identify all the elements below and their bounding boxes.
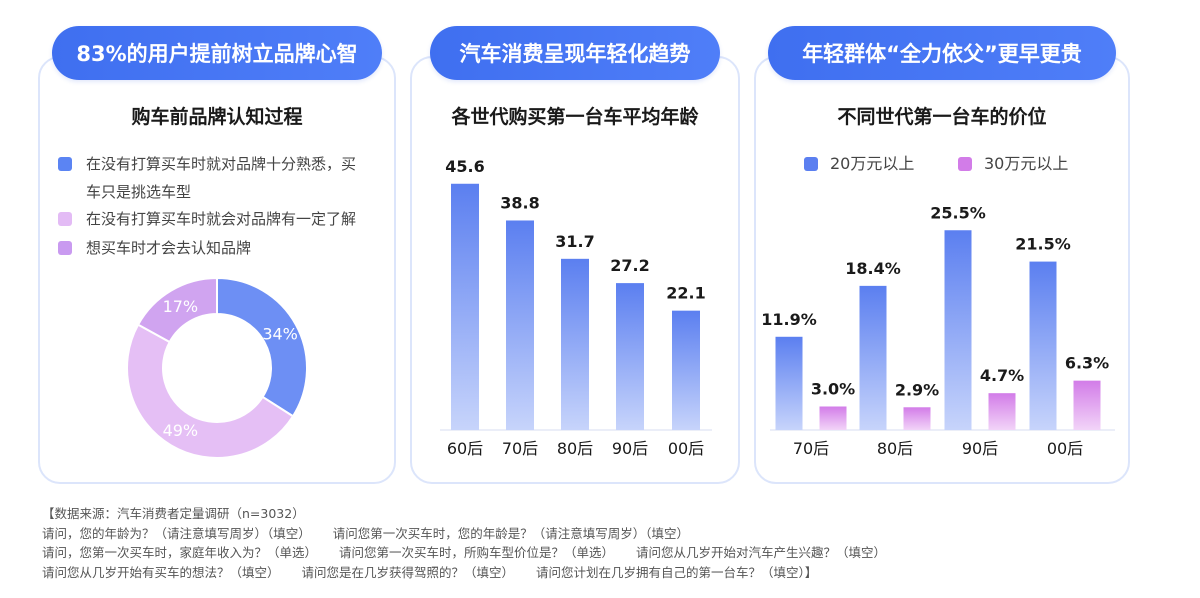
footnote-question-license: 请问您是在几岁获得驾照的？（填空） <box>301 564 515 580</box>
price-value-label-70后-series-2: 3.0% <box>811 380 855 399</box>
donut-slice-1 <box>216 276 308 418</box>
price-value-label-00后-series-1: 21.5% <box>1015 235 1071 254</box>
footnote-line-1: 【数据来源：汽车消费者定量调研（n=3032） <box>42 506 305 521</box>
price-tick-label-00后: 00后 <box>1047 439 1083 458</box>
age-bar-00后 <box>672 310 700 430</box>
legend-label-over-300k: 30万元以上 <box>984 154 1069 173</box>
age-bar-90后 <box>616 283 644 430</box>
price-bar-70后-series-2 <box>819 406 847 430</box>
legend-label-familiar: 在没有打算买车时就对品牌十分熟悉，买 <box>86 155 357 173</box>
panel2-headline: 汽车消费呈现年轻化趋势 <box>430 26 720 80</box>
legend-swatch-learn-when-buying <box>58 241 72 255</box>
age-tick-label-00后: 00后 <box>668 439 704 458</box>
age-value-label-00后: 22.1 <box>666 284 705 303</box>
panel1-headline: 83%的用户提前树立品牌心智 <box>52 26 382 80</box>
age-bar-60后 <box>451 183 479 430</box>
data-source-footnote: 【数据来源：汽车消费者定量调研（n=3032） 请问，您的年龄为？（请注意填写周… <box>42 504 904 582</box>
footnote-question-plan: 请问您计划在几岁拥有自己的第一台车？（填空）】 <box>536 564 818 580</box>
legend-label-over-200k: 20万元以上 <box>830 154 915 173</box>
panel3-title: 不同世代第一台车的价位 <box>837 106 1047 128</box>
footnote-question-interest: 请问您从几岁开始对汽车产生兴趣？（填空） <box>636 545 887 560</box>
footnote-question-first-car-age: 请问您第一次买车时，您的年龄是？（请注意填写周岁）（填空） <box>332 525 690 541</box>
legend-swatch-some-knowledge <box>58 212 72 226</box>
footnote-question-age: 请问，您的年龄为？（请注意填写周岁）（填空） <box>42 525 311 541</box>
price-value-label-80后-series-1: 18.4% <box>845 259 901 278</box>
age-tick-label-80后: 80后 <box>557 439 593 458</box>
donut-slice-2 <box>126 323 295 459</box>
age-tick-label-90后: 90后 <box>612 439 648 458</box>
price-value-label-80后-series-2: 2.9% <box>895 380 939 399</box>
donut-slice-3 <box>136 276 218 344</box>
price-tick-label-70后: 70后 <box>793 439 829 458</box>
age-bar-70后 <box>506 220 534 430</box>
legend-label-learn-when-buying: 想买车时才会去认知品牌 <box>86 239 252 257</box>
age-tick-label-70后: 70后 <box>502 439 538 458</box>
age-tick-label-60后: 60后 <box>447 439 483 458</box>
price-value-label-90后-series-2: 4.7% <box>980 366 1024 385</box>
donut-label-1: 34% <box>262 324 298 343</box>
age-value-label-90后: 27.2 <box>610 256 649 275</box>
price-tick-label-80后: 80后 <box>877 439 913 458</box>
donut-label-2: 49% <box>163 421 199 440</box>
legend-swatch-familiar <box>58 157 72 171</box>
panel2-title: 各世代购买第一台车平均年龄 <box>451 106 699 128</box>
age-value-label-70后: 38.8 <box>500 193 539 212</box>
panel-brand-awareness <box>38 56 396 484</box>
price-bar-80后-series-2 <box>903 407 931 430</box>
footnote-question-income: 请问，您第一次买车时，家庭年收入为？（单选） <box>42 545 318 560</box>
legend-label-familiar-cont: 车只是挑选车型 <box>86 183 192 201</box>
price-bar-00后-series-1 <box>1029 261 1057 430</box>
price-bar-80后-series-1 <box>859 285 887 430</box>
price-value-label-70后-series-1: 11.9% <box>761 310 817 329</box>
footnote-question-idea: 请问您从几岁开始有买车的想法？（填空） <box>42 564 280 580</box>
legend-swatch-over-200k <box>804 157 818 171</box>
price-bar-00后-series-2 <box>1073 380 1101 430</box>
age-value-label-80后: 31.7 <box>555 232 594 251</box>
age-value-label-60后: 45.6 <box>445 157 484 176</box>
price-value-label-00后-series-2: 6.3% <box>1065 354 1109 373</box>
panel-first-car-price <box>754 56 1130 484</box>
price-bar-90后-series-2 <box>988 393 1016 430</box>
donut-label-3: 17% <box>163 297 199 316</box>
age-bar-80后 <box>561 258 589 430</box>
legend-swatch-over-300k <box>958 157 972 171</box>
price-bar-90后-series-1 <box>944 230 972 430</box>
panel3-headline: 年轻群体“全力依父”更早更贵 <box>768 26 1116 80</box>
price-tick-label-90后: 90后 <box>962 439 998 458</box>
price-value-label-90后-series-1: 25.5% <box>930 203 986 222</box>
legend-label-some-knowledge: 在没有打算买车时就会对品牌有一定了解 <box>86 210 357 228</box>
panel1-title: 购车前品牌认知过程 <box>131 106 303 128</box>
footnote-question-price: 请问您第一次买车时，所购车型价位是？（单选） <box>339 545 615 560</box>
price-bar-70后-series-1 <box>775 336 803 430</box>
